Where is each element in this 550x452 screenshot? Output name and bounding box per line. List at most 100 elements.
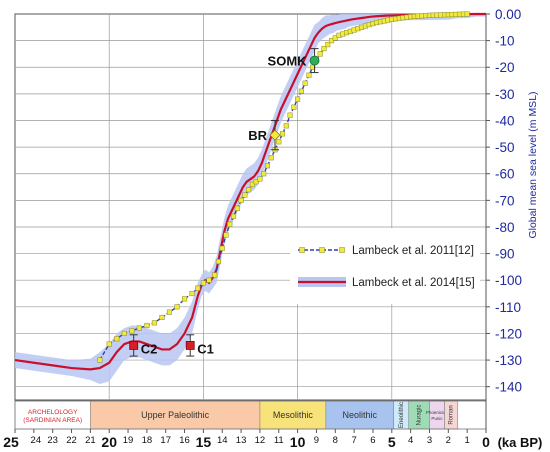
- data-point-c2: C2: [129, 334, 158, 357]
- x-tick-label: 13: [236, 435, 247, 446]
- y-tick-label: -120: [495, 326, 522, 341]
- data-point: [174, 304, 180, 310]
- x-tick-label: 12: [255, 435, 266, 446]
- y-tick-label: -20: [495, 60, 515, 75]
- y-tick-label: -30: [495, 87, 515, 102]
- point-label: C2: [141, 341, 158, 356]
- x-tick-label: 6: [370, 435, 375, 446]
- x-tick-label: 10: [290, 434, 306, 450]
- data-point: [264, 163, 271, 169]
- x-tick-label: 14: [217, 435, 228, 446]
- data-point: [317, 51, 323, 57]
- data-point: [246, 187, 252, 193]
- data-point: [144, 322, 150, 329]
- data-point: [227, 221, 233, 227]
- period-label: Roman: [449, 405, 455, 424]
- data-point: [166, 309, 173, 315]
- point-label: SOMK: [268, 54, 308, 69]
- period-label: Eneolithic: [399, 402, 405, 428]
- x-tick-label: 0: [482, 434, 490, 450]
- data-point: [129, 328, 135, 334]
- period-label: (SARDINIAN AREA): [23, 417, 82, 424]
- y-tick-label: -130: [495, 353, 522, 368]
- data-point: [151, 320, 157, 326]
- data-point-br: BR: [248, 119, 281, 151]
- period-label: Nuragic: [417, 405, 423, 426]
- data-point: [321, 46, 327, 52]
- point-marker: [185, 341, 195, 350]
- data-point: [212, 272, 218, 278]
- x-tick-label: 8: [333, 435, 338, 446]
- x-tick-label: 3: [427, 435, 432, 446]
- x-tick-label: 11: [274, 435, 284, 446]
- data-point: [268, 155, 274, 161]
- period-label: Neolithic: [343, 410, 378, 420]
- y-tick-label: -70: [495, 193, 515, 208]
- x-tick-label: 1: [465, 435, 470, 446]
- point-label: C1: [197, 341, 214, 356]
- period-band: [14, 400, 91, 430]
- data-point: [328, 38, 335, 44]
- data-point: [223, 232, 229, 238]
- y-tick-label: -100: [495, 273, 522, 288]
- point-marker: [269, 129, 281, 141]
- data-point-somk: SOMK: [268, 48, 320, 74]
- data-point: [253, 179, 259, 185]
- y-tick-label: -140: [495, 380, 522, 395]
- legend-box: [290, 228, 480, 304]
- data-point: [121, 330, 127, 336]
- legend-marker: [299, 247, 305, 253]
- data-point: [195, 285, 201, 291]
- point-marker: [129, 341, 139, 350]
- period-band: [429, 400, 445, 430]
- data-point: [234, 205, 240, 211]
- legend-label-lambeck-2011: Lambeck et al. 2011[12]: [352, 245, 474, 257]
- legend-marker: [319, 247, 325, 253]
- data-point: [287, 112, 293, 118]
- data-point: [279, 131, 286, 137]
- period-label: Mesolithic: [273, 410, 314, 420]
- x-tick-label: 7: [351, 435, 356, 446]
- x-tick-label: 4: [408, 435, 413, 446]
- data-point: [219, 245, 225, 251]
- y-tick-label: -60: [495, 167, 515, 182]
- data-point: [238, 197, 244, 203]
- data-point: [298, 88, 304, 94]
- series-points-lambeck-2011: [97, 11, 470, 363]
- x-tick-label: 17: [160, 435, 171, 446]
- x-tick-label: 5: [388, 434, 396, 450]
- x-axis-label: (ka BP): [498, 435, 543, 450]
- data-point: [242, 192, 248, 198]
- data-point: [257, 176, 263, 182]
- x-tick-label: 25: [3, 434, 19, 450]
- y-tick-label: 0.00: [495, 7, 521, 22]
- data-point: [306, 72, 312, 78]
- period-label: Phoenician: [426, 410, 449, 415]
- data-point: [276, 139, 282, 145]
- y-tick-label: -80: [495, 220, 515, 235]
- x-tick-label: 21: [85, 435, 96, 446]
- x-tick-label: 2: [446, 435, 451, 446]
- data-point: [325, 42, 331, 48]
- x-tick-label: 20: [101, 434, 117, 450]
- data-point: [291, 104, 297, 110]
- x-tick-label: 18: [142, 435, 153, 446]
- period-strip: ARCHELOLOGY(SARDINIAN AREA) Upper Paleoli…: [14, 400, 487, 430]
- y-axis-ticks: 0.00 -10 -20 -30 -40 -50 -60 -70 -80 -90 -100 -110 -…: [486, 7, 522, 395]
- x-tick-label: 23: [47, 435, 58, 446]
- x-tick-label: 9: [314, 435, 319, 446]
- data-point-c1: C1: [185, 334, 214, 357]
- y-tick-label: -50: [495, 140, 515, 155]
- data-point: [106, 341, 112, 347]
- x-axis-ticks: 25 24 23 22 21 20 19 18 17 16 15 14 13 12 11 10 9 8 7 6 5 4 3 2…: [3, 429, 490, 450]
- series-line-lambeck-2014: [14, 12, 486, 371]
- data-point: [464, 11, 470, 17]
- data-point: [136, 325, 142, 331]
- y-tick-label: -110: [495, 300, 521, 315]
- y-tick-label: -90: [495, 247, 515, 262]
- period-label: ARCHELOLOGY: [28, 409, 78, 416]
- legend-marker: [339, 247, 345, 253]
- data-point: [302, 80, 308, 86]
- data-point: [215, 259, 222, 265]
